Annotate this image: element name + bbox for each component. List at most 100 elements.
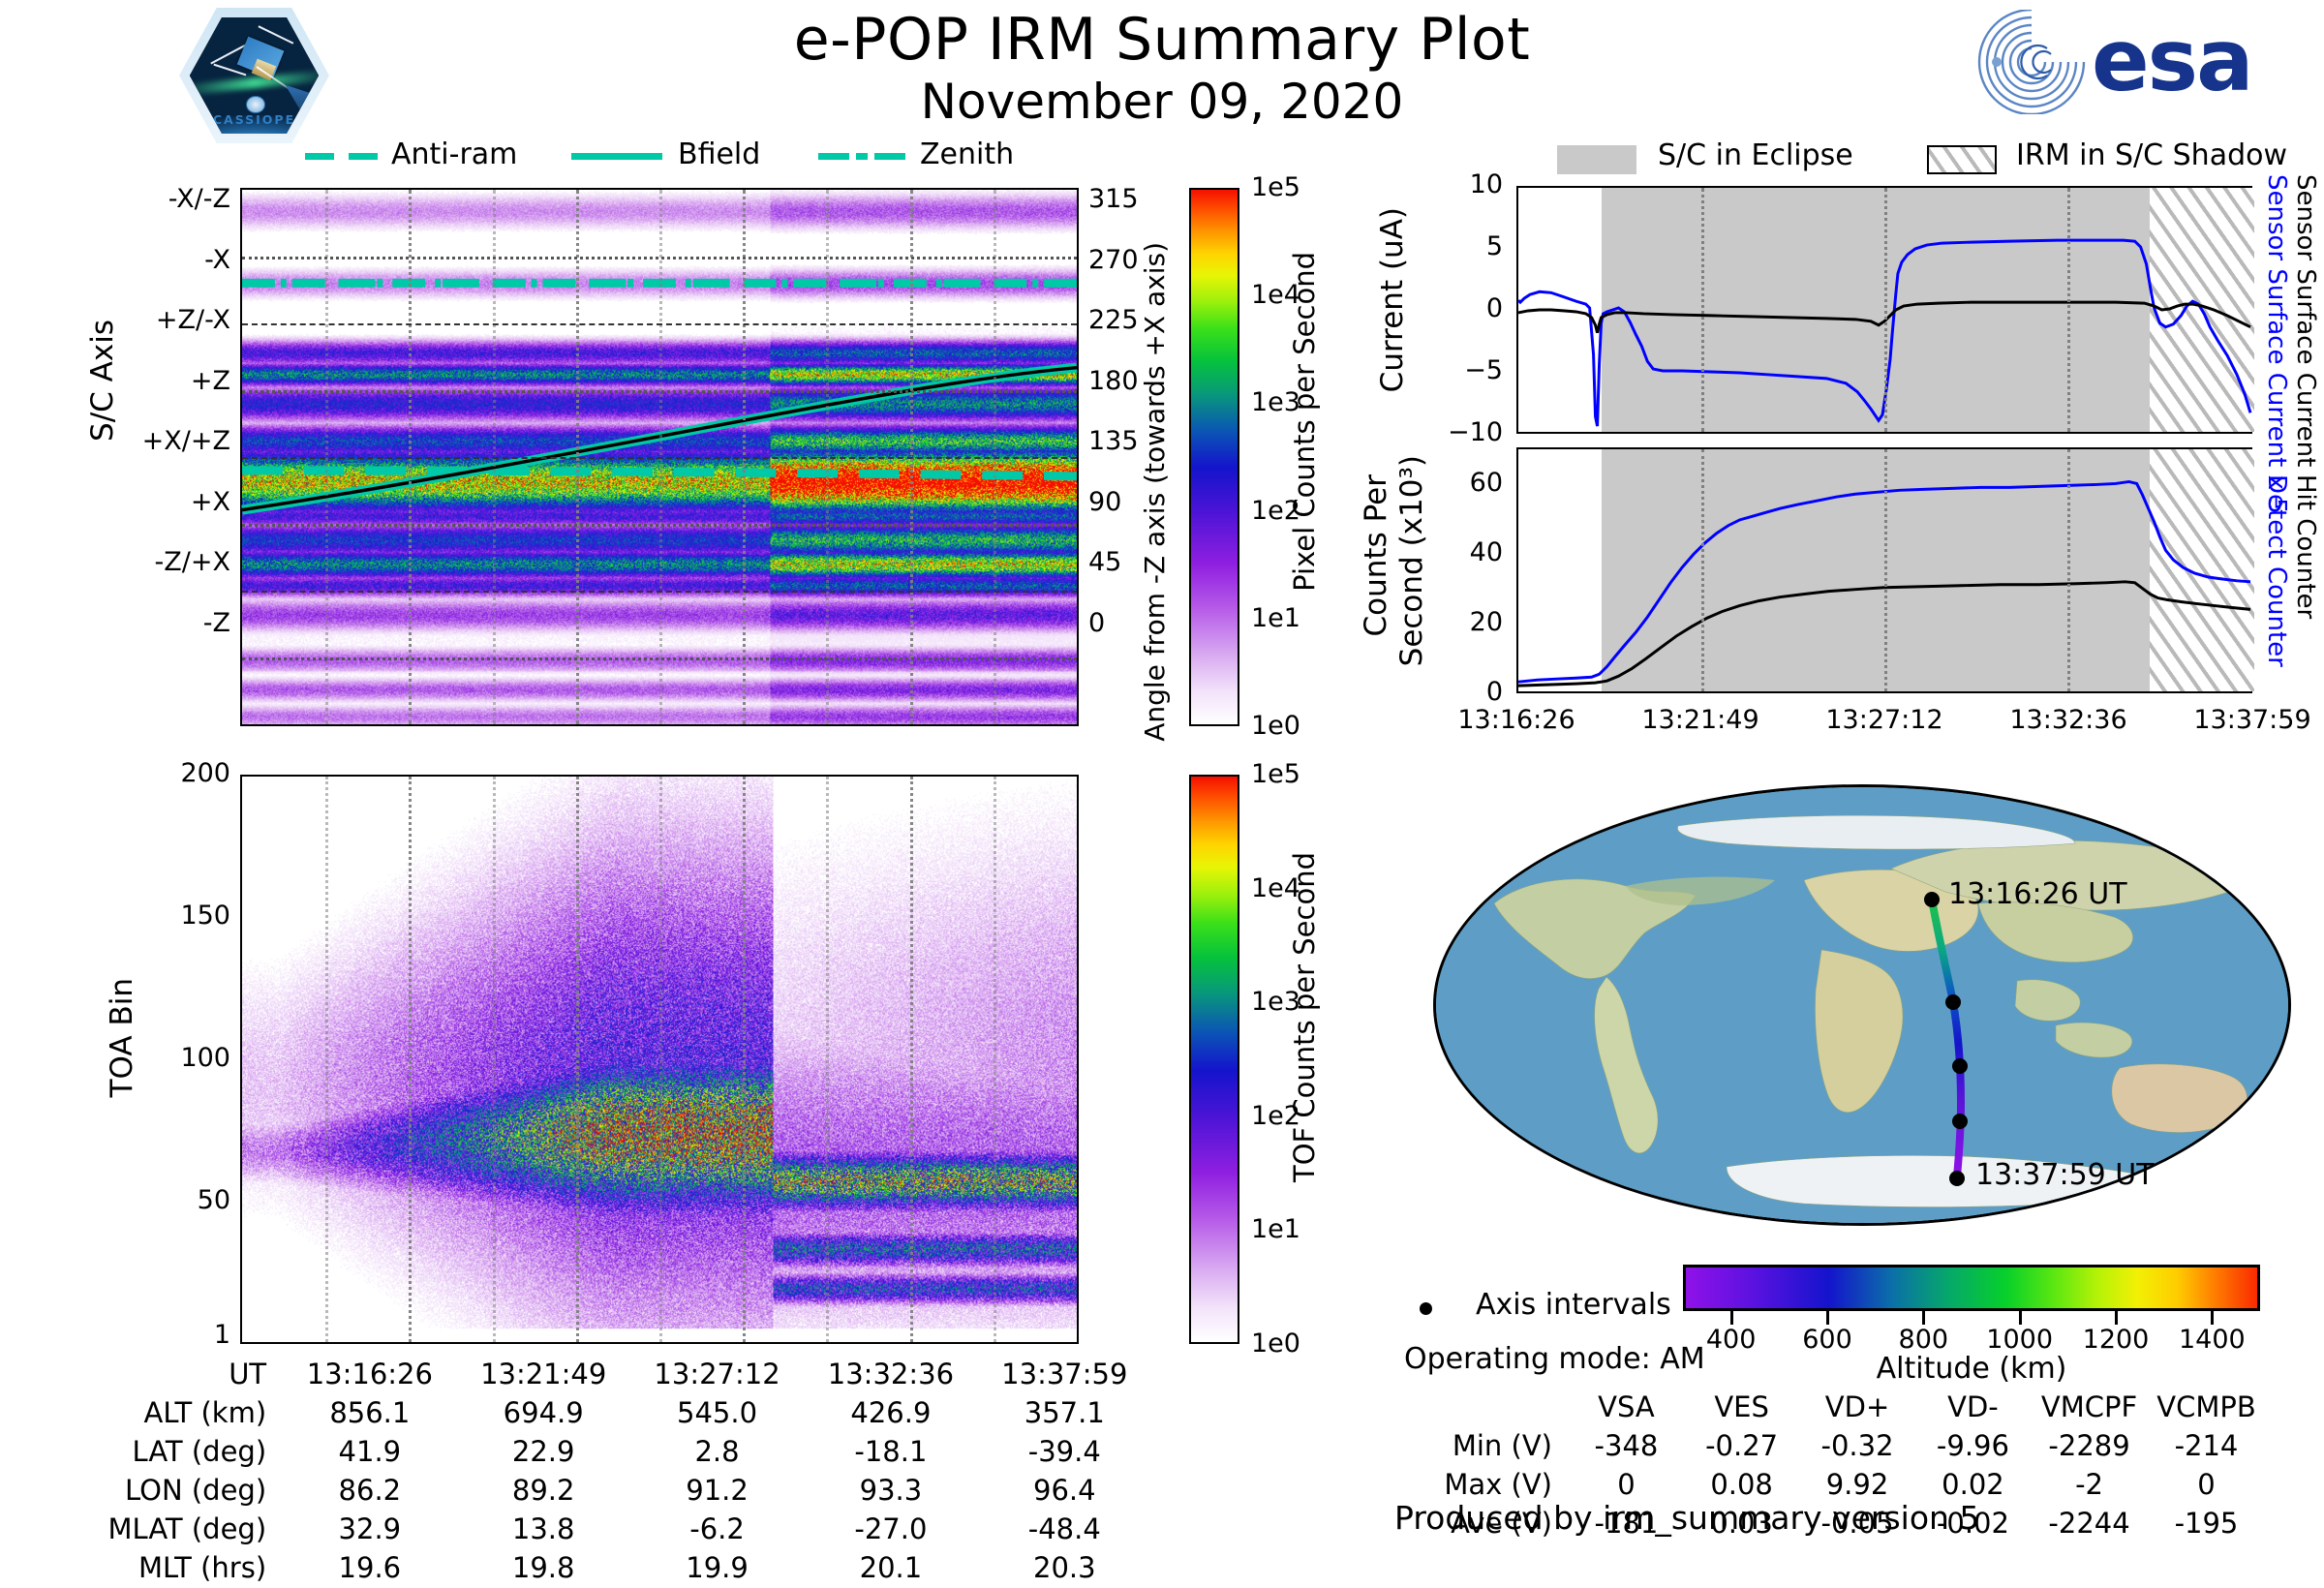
ephemeris-cell-2-2: 2.8	[694, 1435, 740, 1468]
ephemeris-cell-2-3: -18.1	[854, 1435, 928, 1468]
current-traces	[1516, 238, 2252, 427]
time-ticklabel-1: 13:21:49	[1641, 705, 1759, 735]
ephemeris-cell-4-3: -27.0	[854, 1512, 928, 1545]
current-yticklabel-4: −10	[1448, 417, 1503, 447]
angle-yticklabel-2: +Z/-X	[155, 305, 230, 335]
ephemeris-cell-5-1: 19.8	[511, 1551, 575, 1584]
time-ticklabel-0: 13:16:26	[1457, 705, 1575, 735]
ephemeris-row-label-3: LON (deg)	[125, 1474, 267, 1507]
current-yticklabel-1: 5	[1485, 231, 1503, 261]
pixel-colorbar-tick-0: 1e5	[1251, 172, 1300, 202]
ephemeris-cell-1-2: 545.0	[677, 1396, 758, 1429]
time-ticklabel-3: 13:32:36	[2009, 705, 2127, 735]
table-row: LON (deg) 86.2 89.2 91.2 93.3 96.4	[41, 1472, 1150, 1509]
tof-colorbar-tick-0: 1e5	[1251, 759, 1300, 789]
ephemeris-cell-0-0: 13:16:26	[306, 1358, 433, 1390]
toa-spectrogram-panel	[240, 775, 1079, 1344]
voltage-cell-1-5: 0	[2197, 1468, 2216, 1501]
axis-interval-dot-icon	[1420, 1302, 1432, 1315]
current-panel-right-label-blue: Sensor Surface Current x 5	[2262, 174, 2291, 514]
angle-yticklabel-6: -Z/+X	[154, 547, 230, 577]
ephemeris-cell-0-4: 13:37:59	[1001, 1358, 1128, 1390]
voltage-column-header-2: VD+	[1824, 1390, 1890, 1423]
ephemeris-cell-2-4: -39.4	[1027, 1435, 1101, 1468]
sensor-surface-current-x5-trace	[1516, 238, 2252, 427]
gridline-vertical	[325, 777, 329, 1342]
voltage-cell-1-3: 0.02	[1942, 1468, 2004, 1501]
voltage-column-header-1: VES	[1714, 1390, 1769, 1423]
tof-colorbar-tick-4: 1e1	[1251, 1214, 1300, 1245]
gridline-vertical	[826, 777, 830, 1342]
ephemeris-cell-5-0: 19.6	[338, 1551, 402, 1584]
esa-logo: esa	[1975, 8, 2309, 116]
toa-yticklabel-4: 1	[213, 1320, 230, 1350]
legend-zenith-swatch-c	[874, 153, 905, 160]
altitude-tick-2	[1922, 1311, 1926, 1325]
table-row: Min (V) -348 -0.27 -0.32 -9.96 -2289 -214	[1396, 1427, 2264, 1464]
legend-antiram-swatch-a	[305, 153, 334, 160]
world-map-ellipse	[1433, 784, 2291, 1226]
gridline-horizontal	[242, 524, 1077, 527]
voltage-cell-2-1: 0.03	[1710, 1507, 1773, 1540]
table-row: LAT (deg) 41.9 22.9 2.8 -18.1 -39.4	[41, 1433, 1150, 1470]
table-row: MLAT (deg) 32.9 13.8 -6.2 -27.0 -48.4	[41, 1511, 1150, 1547]
gridline-vertical	[2067, 449, 2070, 691]
world-map-continents	[1436, 787, 2288, 1223]
angle-yticklabel-7: -Z	[202, 607, 230, 638]
angle-right-ticklabel-2: 225	[1088, 305, 1139, 335]
counts-yticklabel-2: 20	[1469, 607, 1503, 637]
tof-counts-colorbar	[1189, 775, 1239, 1344]
mission-patch-label: CASSIOPE	[212, 111, 296, 127]
ephemeris-cell-1-0: 856.1	[329, 1396, 411, 1429]
pixel-colorbar-tick-3: 1e2	[1251, 495, 1300, 526]
voltage-row-label-0: Min (V)	[1452, 1429, 1552, 1462]
counts-yticklabel-0: 60	[1469, 468, 1503, 498]
esa-wordmark: esa	[2092, 11, 2253, 110]
ephemeris-cell-2-0: 41.9	[338, 1435, 402, 1468]
counts-panel-right-label-black: Hit Counter	[2291, 474, 2320, 620]
voltage-cell-1-4: -2	[2075, 1468, 2104, 1501]
angle-right-ticklabel-6: 45	[1088, 547, 1122, 577]
table-row: MLT (hrs) 19.6 19.8 19.9 20.1 20.3	[41, 1549, 1150, 1586]
voltage-table: VSA VES VD+ VD- VMCPF VCMPB Min (V) -348 -0.27 -0…	[1394, 1387, 2266, 1543]
gridline-horizontal	[242, 457, 1077, 459]
ephemeris-cell-3-2: 91.2	[686, 1474, 749, 1507]
toa-panel-ylabel: TOA Bin	[105, 978, 139, 1098]
ephemeris-cell-3-0: 86.2	[338, 1474, 402, 1507]
ephemeris-row-label-1: ALT (km)	[143, 1396, 267, 1429]
altitude-ticklabel-3: 1000	[1986, 1325, 2054, 1355]
ephemeris-row-label-0: UT	[229, 1358, 267, 1390]
operating-mode-label: Operating mode: AM	[1404, 1342, 1705, 1376]
ephemeris-row-label-2: LAT (deg)	[132, 1435, 267, 1468]
legend-label-eclipse: S/C in Eclipse	[1658, 138, 1853, 172]
gridline-vertical	[993, 777, 996, 1342]
ephemeris-cell-4-2: -6.2	[689, 1512, 745, 1545]
toa-yticklabel-1: 150	[180, 901, 230, 931]
voltage-cell-1-0: 0	[1617, 1468, 1636, 1501]
ephemeris-cell-0-3: 13:32:36	[827, 1358, 955, 1390]
legend-antiram-swatch-b	[349, 153, 378, 160]
table-row: Max (V) 0 0.08 9.92 0.02 -2 0	[1396, 1466, 2264, 1503]
toa-yticklabel-0: 200	[180, 758, 230, 788]
voltage-cell-0-1: -0.27	[1705, 1429, 1779, 1462]
ephemeris-cell-5-2: 19.9	[686, 1551, 749, 1584]
altitude-tick-1	[1826, 1311, 1829, 1325]
orbit-start-time-label: 13:16:26 UT	[1948, 877, 2127, 911]
table-row: UT 13:16:26 13:21:49 13:27:12 13:32:36 13:37:…	[41, 1356, 1150, 1392]
voltage-column-header-5: VCMPB	[2156, 1390, 2256, 1423]
gridline-vertical	[1884, 188, 1887, 432]
gridline-horizontal	[242, 657, 1077, 660]
orbit-track	[1924, 892, 1968, 1186]
angle-right-ticklabel-4: 135	[1088, 426, 1139, 456]
legend-label-antiram: Anti-ram	[391, 137, 518, 171]
voltage-row-label-2: Ave (V)	[1451, 1507, 1552, 1540]
angle-right-ticklabel-5: 90	[1088, 486, 1122, 517]
counts-yticklabel-3: 0	[1485, 677, 1503, 707]
current-yticklabel-3: −5	[1464, 355, 1503, 385]
eclipse-shade-current	[1602, 188, 2150, 432]
counts-panel	[1516, 447, 2254, 693]
ephemeris-cell-2-1: 22.9	[511, 1435, 575, 1468]
gridline-horizontal	[242, 390, 1077, 393]
altitude-ticklabel-5: 1400	[2178, 1325, 2246, 1355]
tof-colorbar-tick-5: 1e0	[1251, 1328, 1300, 1359]
